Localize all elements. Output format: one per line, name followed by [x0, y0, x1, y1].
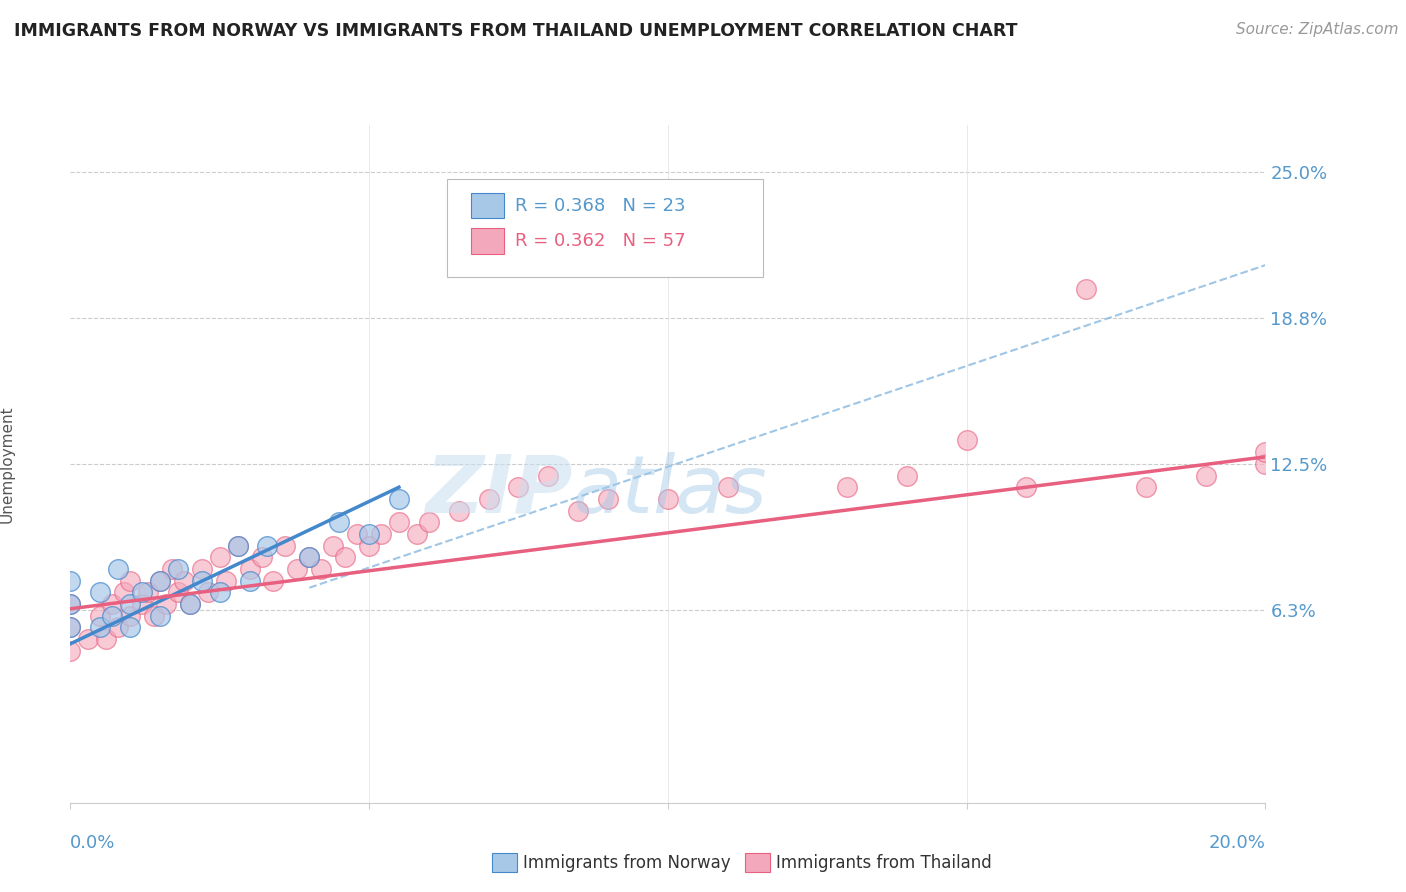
- Text: atlas: atlas: [572, 452, 768, 530]
- Point: [322, 539, 344, 553]
- Text: 0.0%: 0.0%: [70, 834, 115, 852]
- Point: [256, 539, 278, 553]
- Point: [335, 550, 357, 565]
- Point: [101, 597, 124, 611]
- Point: [598, 491, 620, 506]
- Point: [478, 491, 501, 506]
- Point: [263, 574, 285, 588]
- Point: [155, 597, 177, 611]
- Point: [160, 562, 183, 576]
- Point: [287, 562, 309, 576]
- Point: [298, 550, 321, 565]
- Text: Immigrants from Thailand: Immigrants from Thailand: [776, 854, 991, 871]
- Point: [537, 468, 560, 483]
- Point: [359, 539, 381, 553]
- Point: [191, 562, 214, 576]
- Point: [179, 597, 201, 611]
- Point: [1195, 468, 1218, 483]
- Text: Immigrants from Norway: Immigrants from Norway: [523, 854, 731, 871]
- Point: [77, 632, 100, 647]
- Bar: [471, 193, 505, 219]
- Point: [508, 480, 530, 494]
- Point: [388, 516, 411, 530]
- Point: [179, 597, 201, 611]
- Point: [447, 503, 470, 517]
- Point: [143, 608, 166, 623]
- Point: [311, 562, 333, 576]
- Point: [131, 597, 153, 611]
- Point: [197, 585, 219, 599]
- Point: [388, 491, 411, 506]
- Point: [149, 608, 172, 623]
- Point: [274, 539, 297, 553]
- Point: [226, 539, 249, 553]
- Point: [346, 527, 368, 541]
- Point: [1135, 480, 1157, 494]
- Point: [107, 620, 129, 634]
- Point: [837, 480, 859, 494]
- Point: [107, 562, 129, 576]
- Point: [120, 574, 141, 588]
- Point: [956, 434, 979, 448]
- Point: [59, 574, 82, 588]
- Point: [214, 574, 236, 588]
- Text: Source: ZipAtlas.com: Source: ZipAtlas.com: [1236, 22, 1399, 37]
- Point: [59, 620, 82, 634]
- Point: [59, 620, 82, 634]
- Point: [120, 597, 141, 611]
- Point: [89, 585, 111, 599]
- Point: [120, 620, 141, 634]
- Point: [239, 562, 262, 576]
- Point: [1254, 445, 1277, 459]
- Point: [226, 539, 249, 553]
- Text: 20.0%: 20.0%: [1209, 834, 1265, 852]
- Point: [89, 620, 111, 634]
- Text: IMMIGRANTS FROM NORWAY VS IMMIGRANTS FROM THAILAND UNEMPLOYMENT CORRELATION CHAR: IMMIGRANTS FROM NORWAY VS IMMIGRANTS FRO…: [14, 22, 1018, 40]
- Y-axis label: Unemployment: Unemployment: [0, 405, 14, 523]
- Point: [89, 608, 111, 623]
- Point: [166, 562, 188, 576]
- Point: [208, 585, 231, 599]
- Point: [59, 597, 82, 611]
- Point: [101, 608, 124, 623]
- FancyBboxPatch shape: [447, 179, 763, 277]
- Point: [1254, 457, 1277, 471]
- Point: [59, 597, 82, 611]
- Point: [298, 550, 321, 565]
- Point: [567, 503, 589, 517]
- Text: R = 0.368   N = 23: R = 0.368 N = 23: [515, 197, 685, 215]
- Point: [208, 550, 231, 565]
- Bar: [471, 228, 505, 253]
- Point: [328, 516, 350, 530]
- Point: [136, 585, 159, 599]
- Point: [173, 574, 195, 588]
- Point: [418, 516, 440, 530]
- Text: R = 0.362   N = 57: R = 0.362 N = 57: [515, 233, 686, 251]
- Point: [131, 585, 153, 599]
- Point: [657, 491, 679, 506]
- Point: [370, 527, 392, 541]
- Point: [96, 632, 118, 647]
- Point: [191, 574, 214, 588]
- Point: [1076, 281, 1098, 295]
- Text: ZIP: ZIP: [425, 452, 572, 530]
- Point: [149, 574, 172, 588]
- Point: [120, 608, 141, 623]
- Point: [149, 574, 172, 588]
- Point: [239, 574, 262, 588]
- Point: [1015, 480, 1038, 494]
- Point: [717, 480, 740, 494]
- Point: [406, 527, 429, 541]
- Point: [112, 585, 135, 599]
- Point: [896, 468, 918, 483]
- Point: [250, 550, 273, 565]
- Point: [359, 527, 381, 541]
- Point: [59, 644, 82, 658]
- Point: [166, 585, 188, 599]
